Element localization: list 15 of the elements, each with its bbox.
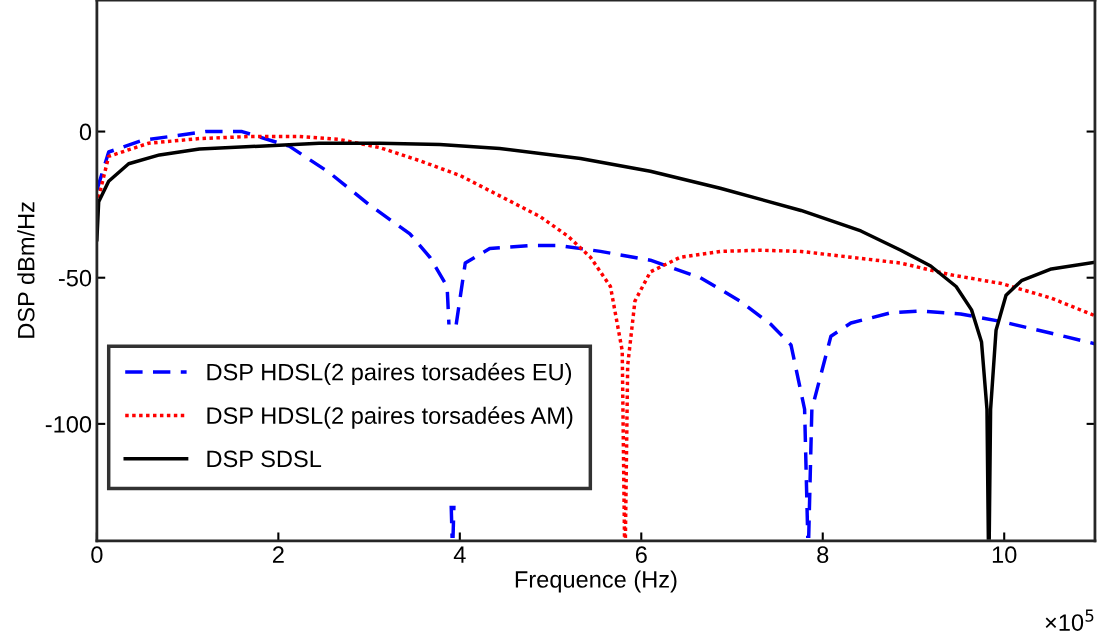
legend-label: DSP HDSL(2 paires torsadées AM) <box>207 406 573 429</box>
legend-label: DSP HDSL(2 paires torsadées EU) <box>207 362 572 386</box>
x-tick-label: 10 <box>992 546 1017 564</box>
x-tick-label: 4 <box>453 546 466 563</box>
y-tick-label: -50 <box>58 269 92 287</box>
text: ×10$^{5}$ <box>1045 609 1094 631</box>
x-tick-label: 6 <box>635 546 647 564</box>
x-tick-label: 0 <box>91 546 103 564</box>
legend-label: DSP SDSL <box>207 450 322 468</box>
x-tick-label: 8 <box>817 546 829 564</box>
y-axis-title: DSP dBm/Hz <box>17 202 35 338</box>
x-axis-title: Frequence (Hz) <box>515 570 677 593</box>
y-tick-label: -100 <box>45 415 92 433</box>
y-tick-label: 0 <box>79 123 92 141</box>
x-tick-label: 2 <box>272 546 284 563</box>
